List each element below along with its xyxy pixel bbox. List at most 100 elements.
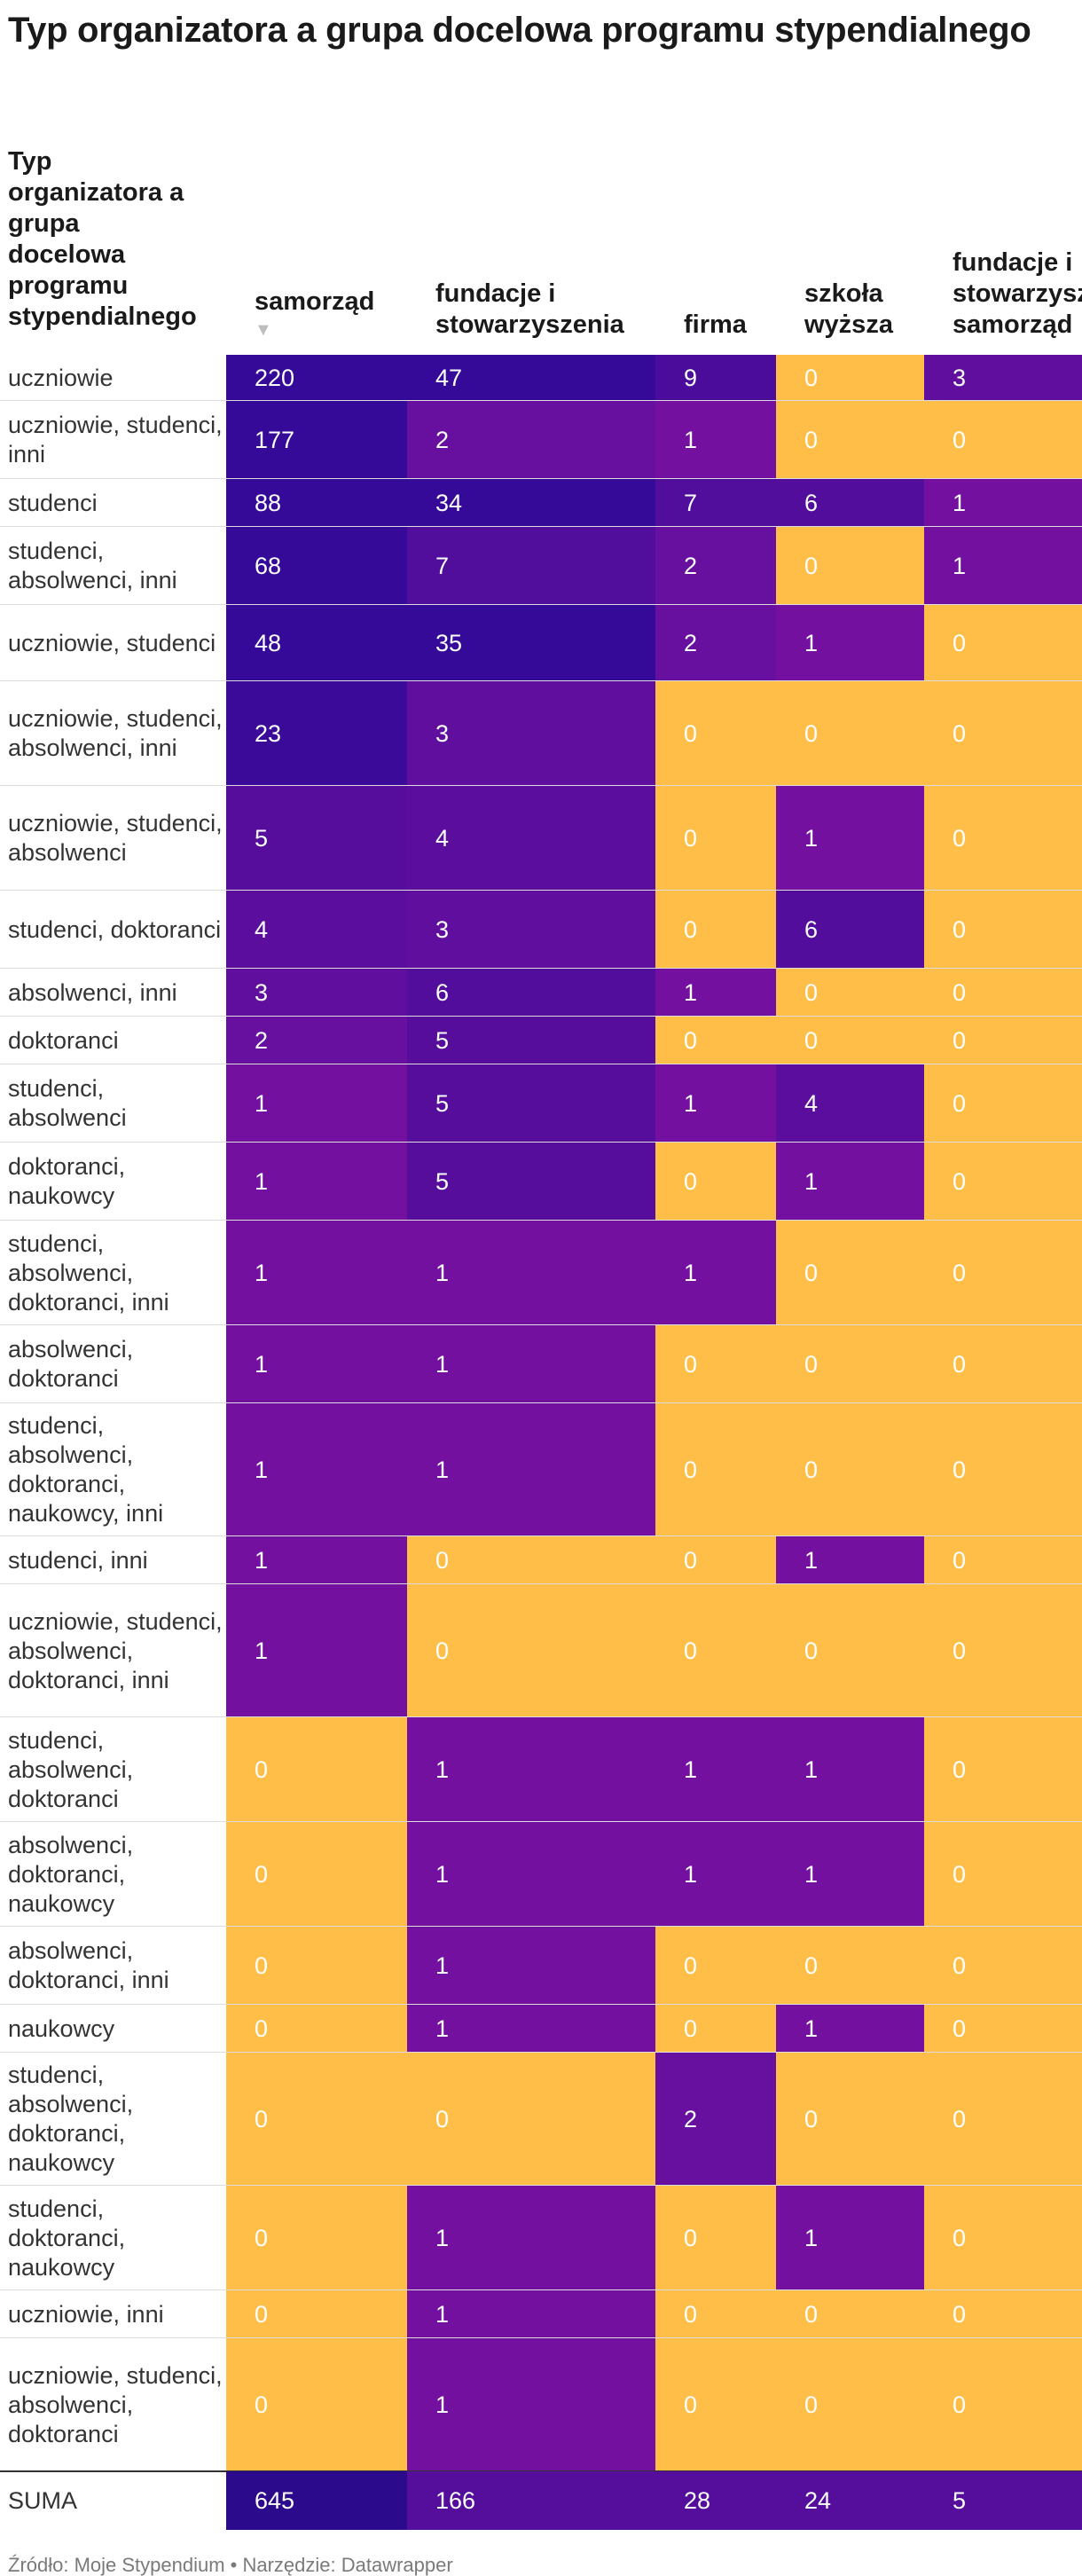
row-divider	[0, 1535, 1082, 1536]
column-header-label: fundacje i stowarzyszenia, samorząd	[953, 248, 1082, 339]
value-cell: 0	[407, 2053, 655, 2186]
row-label: studenci, doktoranci, naukowcy	[8, 2195, 126, 2281]
row-divider	[0, 2337, 1082, 2338]
row-label: studenci, inni	[8, 1546, 148, 1574]
value-cell: 88	[226, 479, 407, 527]
value-cell: 0	[655, 2290, 776, 2338]
value-cell: 1	[924, 527, 1082, 605]
value-cell: 0	[407, 1536, 655, 1584]
value-cell: 0	[924, 891, 1082, 969]
row-label: studenci	[8, 489, 98, 516]
column-header-2[interactable]: fundacje i stowarzyszenia	[435, 279, 655, 341]
column-header-3[interactable]: firma	[684, 310, 776, 341]
value-cell: 0	[655, 2005, 776, 2053]
value-cell: 35	[407, 605, 655, 681]
value-cell: 0	[924, 2053, 1082, 2186]
row-divider	[0, 526, 1082, 527]
row-label: studenci, doktoranci	[8, 915, 222, 943]
value-cell: 7	[655, 479, 776, 527]
value-cell: 0	[776, 355, 924, 401]
total-row-label: SUMA	[8, 2486, 78, 2514]
value-cell: 0	[655, 786, 776, 891]
column-header-label: szkoła wyższa	[804, 279, 893, 339]
row-divider	[0, 2289, 1082, 2290]
row-label: absolwenci, doktoranci	[8, 1336, 134, 1392]
value-cell: 0	[776, 969, 924, 1017]
row-divider	[0, 478, 1082, 479]
total-cell: 28	[655, 2471, 776, 2530]
value-cell: 1	[226, 1403, 407, 1536]
value-cell: 0	[776, 1221, 924, 1325]
row-label: absolwenci, inni	[8, 978, 177, 1006]
value-cell: 1	[655, 401, 776, 479]
row-label: naukowcy	[8, 2014, 115, 2042]
value-cell: 1	[776, 786, 924, 891]
row-divider	[0, 400, 1082, 401]
value-cell: 0	[924, 1717, 1082, 1822]
value-cell: 47	[407, 355, 655, 401]
value-cell: 0	[924, 786, 1082, 891]
column-header-label: samorząd	[255, 287, 375, 316]
column-header-5[interactable]: fundacje i stowarzyszenia, samorząd	[953, 247, 1082, 341]
value-cell: 5	[407, 1017, 655, 1064]
column-header-1[interactable]: samorząd ▼	[255, 287, 407, 341]
row-divider	[0, 2004, 1082, 2005]
value-cell: 0	[655, 891, 776, 969]
value-cell: 1	[407, 1822, 655, 1927]
row-label: uczniowie, studenci, absolwenci, inni	[8, 705, 223, 761]
value-cell: 5	[226, 786, 407, 891]
row-divider	[0, 968, 1082, 969]
value-cell: 0	[226, 2005, 407, 2053]
value-cell: 1	[407, 1325, 655, 1403]
total-cell: 166	[407, 2471, 655, 2530]
value-cell: 3	[407, 891, 655, 969]
row-label: studenci, absolwenci, inni	[8, 538, 177, 593]
value-cell: 34	[407, 479, 655, 527]
row-divider	[0, 604, 1082, 605]
value-cell: 1	[407, 2005, 655, 2053]
value-cell: 0	[655, 2338, 776, 2471]
value-cell: 0	[655, 1325, 776, 1403]
value-cell: 0	[226, 1822, 407, 1927]
value-cell: 0	[924, 2005, 1082, 2053]
value-cell: 0	[776, 527, 924, 605]
value-cell: 1	[407, 2290, 655, 2338]
value-cell: 1	[407, 2338, 655, 2471]
value-cell: 0	[226, 1717, 407, 1822]
value-cell: 0	[924, 1325, 1082, 1403]
value-cell: 0	[655, 681, 776, 786]
total-cell: 5	[924, 2471, 1082, 2530]
value-cell: 5	[407, 1143, 655, 1221]
value-cell: 6	[776, 479, 924, 527]
value-cell: 3	[407, 681, 655, 786]
column-header-4[interactable]: szkoła wyższa	[804, 279, 924, 341]
row-divider	[0, 1402, 1082, 1403]
row-divider	[0, 1016, 1082, 1017]
value-cell: 0	[776, 1927, 924, 2005]
value-cell: 0	[924, 2338, 1082, 2471]
value-cell: 0	[655, 1143, 776, 1221]
value-cell: 1	[655, 1717, 776, 1822]
value-cell: 1	[776, 1717, 924, 1822]
total-cell: 24	[776, 2471, 924, 2530]
value-cell: 1	[655, 969, 776, 1017]
value-cell: 220	[226, 355, 407, 401]
value-cell: 0	[924, 681, 1082, 786]
value-cell: 1	[776, 1143, 924, 1221]
value-cell: 0	[924, 1064, 1082, 1143]
row-label: uczniowie, studenci, inni	[8, 412, 223, 467]
value-cell: 2	[407, 401, 655, 479]
value-cell: 0	[924, 969, 1082, 1017]
value-cell: 3	[924, 355, 1082, 401]
row-label: studenci, absolwenci, doktoranci, inni	[8, 1229, 169, 1315]
value-cell: 6	[407, 969, 655, 1017]
sort-descending-icon[interactable]: ▼	[255, 320, 272, 340]
value-cell: 1	[226, 1221, 407, 1325]
row-label: studenci, absolwenci, doktoranci, naukow…	[8, 2062, 134, 2176]
value-cell: 1	[407, 1221, 655, 1325]
value-cell: 0	[655, 2186, 776, 2290]
row-label: uczniowie, studenci, absolwenci, doktora…	[8, 1607, 223, 1693]
value-cell: 0	[924, 401, 1082, 479]
value-cell: 0	[776, 1584, 924, 1717]
row-divider	[0, 680, 1082, 681]
